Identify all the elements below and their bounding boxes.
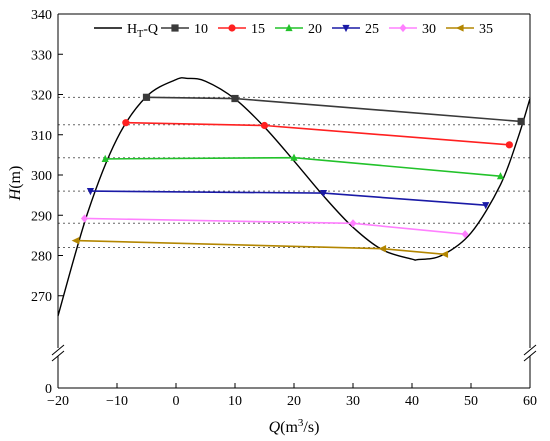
series-point-15-1: [260, 121, 269, 130]
y-tick-label: 290: [31, 209, 52, 224]
series-point-25-1: [319, 190, 328, 198]
series-20: [101, 153, 505, 180]
legend-label-30: 30: [422, 22, 436, 37]
series-10: [142, 93, 525, 126]
axis-break-left-b: [51, 350, 65, 362]
legend-label-25: 25: [365, 22, 379, 37]
axis-break-right-b: [523, 350, 537, 362]
y-tick-label: 310: [31, 129, 52, 144]
y-tick-label: 340: [31, 8, 52, 23]
y-axis-label: H(m): [7, 166, 24, 202]
legend-marker-15: [228, 24, 236, 32]
series-line-10: [146, 96, 522, 123]
curve-ht-q: [57, 77, 531, 317]
series-line-25: [90, 190, 486, 206]
series-point-15-0: [122, 119, 130, 127]
series-point-25-2: [482, 202, 490, 210]
y-tick-label: 320: [31, 89, 52, 104]
legend: HT-Q 10 15 20 25 30 35: [94, 22, 493, 40]
y-tick-label: 280: [31, 250, 52, 265]
legend-marker-10: [171, 24, 179, 32]
x-tick-label: 60: [523, 394, 537, 409]
series-line-15: [125, 121, 510, 146]
y-tick-label-zero: 0: [45, 382, 52, 397]
y-tick-label: 330: [31, 48, 52, 63]
series-point-10-1: [231, 94, 239, 103]
legend-label-35: 35: [479, 22, 493, 37]
series-point-35-2: [440, 250, 449, 258]
series-point-15-2: [505, 141, 513, 149]
series-point-35-0: [71, 237, 80, 245]
legend-marker-30: [399, 23, 407, 33]
series-point-30-2: [461, 230, 469, 239]
legend-label-ht-q: HT-Q: [127, 22, 158, 40]
series-point-20-1: [290, 153, 298, 161]
axes: [51, 13, 537, 389]
x-tick-label: −20: [47, 394, 69, 409]
x-tick-label: 50: [464, 394, 478, 409]
series-point-10-2: [517, 117, 525, 126]
series-point-35-1: [378, 245, 387, 253]
series-35: [71, 237, 449, 258]
y-tick-label: 270: [31, 290, 52, 305]
axis-break-right-a: [523, 344, 537, 356]
series-point-30-1: [349, 219, 357, 228]
series-layer: [71, 93, 525, 258]
legend-label-10: 10: [194, 22, 208, 37]
series-point-30-0: [80, 214, 89, 223]
curve-layer: [57, 77, 531, 317]
series-30: [80, 214, 469, 239]
y-tick-label: 300: [31, 169, 52, 184]
series-point-20-2: [496, 172, 505, 180]
series-point-25-0: [86, 188, 95, 196]
x-tick-label: 20: [287, 394, 301, 409]
series-point-20-0: [101, 154, 109, 162]
axis-break-left-a: [51, 344, 65, 356]
legend-marker-35: [455, 24, 464, 32]
series-25: [86, 188, 490, 210]
legend-marker-20: [285, 23, 293, 32]
series-15: [122, 119, 513, 149]
x-tick-label: 10: [228, 394, 242, 409]
x-tick-label: 40: [405, 394, 419, 409]
tick-labels: −20 −10 0 10 20 30 40 50 60270280290300310320330…: [7, 8, 537, 436]
legend-label-15: 15: [251, 22, 265, 37]
x-tick-label: −10: [106, 394, 128, 409]
x-tick-label: 30: [346, 394, 360, 409]
series-point-10-0: [142, 93, 151, 101]
legend-marker-25: [342, 24, 350, 33]
series-line-20: [105, 156, 501, 178]
series-line-30: [84, 217, 466, 235]
x-axis-label: Q(m3/s): [269, 417, 320, 436]
legend-label-20: 20: [308, 22, 322, 37]
x-tick-label: 0: [173, 394, 180, 409]
